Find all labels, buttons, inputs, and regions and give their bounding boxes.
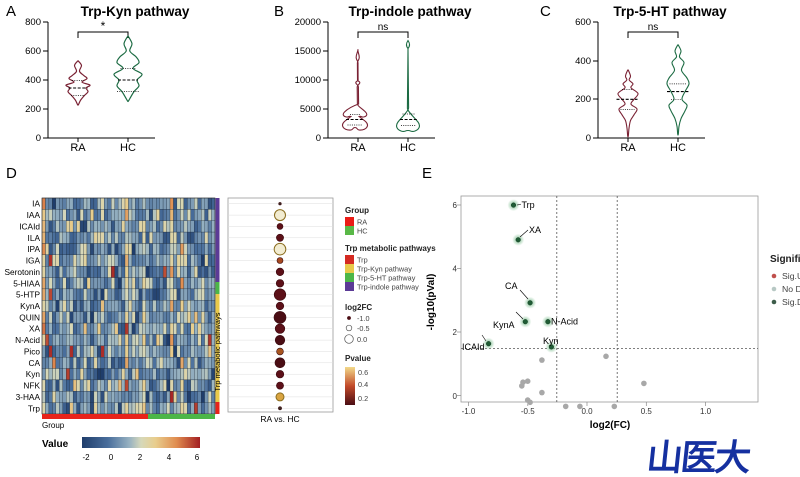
svg-text:-log10(pVal): -log10(pVal) — [426, 274, 437, 331]
svg-text:HC: HC — [670, 142, 686, 154]
svg-text:Trp-5-HT pathway: Trp-5-HT pathway — [613, 4, 727, 19]
svg-text:Pico: Pico — [24, 347, 41, 357]
svg-text:0.6: 0.6 — [358, 368, 368, 377]
svg-text:6: 6 — [453, 201, 458, 210]
svg-text:Significant: Significant — [770, 254, 800, 265]
svg-text:3-HAA: 3-HAA — [16, 392, 41, 402]
svg-text:0.4: 0.4 — [358, 380, 368, 389]
svg-text:-0.5: -0.5 — [521, 407, 535, 416]
svg-text:4: 4 — [167, 453, 172, 462]
svg-text:ICAId: ICAId — [462, 342, 485, 352]
svg-text:Trp-Kyn pathway: Trp-Kyn pathway — [357, 265, 412, 274]
svg-text:0: 0 — [453, 392, 458, 401]
svg-text:QUIN: QUIN — [19, 312, 40, 322]
svg-text:1.0: 1.0 — [700, 407, 712, 416]
svg-text:-0.5: -0.5 — [357, 324, 370, 333]
svg-text:5-HIAA: 5-HIAA — [13, 278, 40, 288]
svg-text:ns: ns — [378, 22, 389, 33]
svg-text:Serotonin: Serotonin — [4, 267, 40, 277]
svg-text:IAA: IAA — [27, 210, 41, 220]
svg-text:XA: XA — [29, 324, 41, 334]
svg-text:RA: RA — [70, 142, 86, 154]
svg-text:ICAId: ICAId — [19, 221, 40, 231]
svg-text:-2: -2 — [82, 453, 90, 462]
svg-text:0.2: 0.2 — [358, 394, 368, 403]
svg-text:400: 400 — [25, 75, 41, 86]
svg-text:0.0: 0.0 — [357, 335, 367, 344]
svg-text:2: 2 — [138, 453, 143, 462]
svg-text:Kyn: Kyn — [543, 336, 559, 346]
svg-text:E: E — [422, 165, 432, 182]
svg-text:-1.0: -1.0 — [357, 314, 370, 323]
svg-text:log2(FC): log2(FC) — [590, 420, 631, 431]
svg-text:HC: HC — [400, 142, 416, 154]
svg-text:IPA: IPA — [27, 244, 40, 254]
svg-text:Sig.Up (0): Sig.Up (0) — [782, 271, 800, 281]
svg-text:A: A — [6, 3, 16, 20]
svg-text:XA: XA — [529, 225, 541, 235]
svg-text:NFK: NFK — [23, 381, 40, 391]
svg-text:5-HTP: 5-HTP — [16, 290, 40, 300]
svg-text:D: D — [6, 165, 17, 182]
svg-text:20000: 20000 — [295, 17, 321, 28]
svg-text:6: 6 — [195, 453, 200, 462]
svg-text:*: * — [101, 19, 106, 33]
svg-text:KynA: KynA — [493, 320, 515, 330]
svg-text:0.0: 0.0 — [581, 407, 593, 416]
svg-text:RA: RA — [620, 142, 636, 154]
svg-text:15000: 15000 — [295, 46, 321, 57]
svg-text:CA: CA — [28, 358, 40, 368]
svg-text:N-Acid: N-Acid — [551, 317, 578, 327]
svg-text:0: 0 — [109, 453, 114, 462]
svg-text:ns: ns — [648, 22, 659, 33]
svg-text:Trp: Trp — [28, 403, 41, 413]
svg-text:0: 0 — [36, 133, 41, 144]
svg-text:600: 600 — [25, 46, 41, 57]
svg-text:KynA: KynA — [20, 301, 40, 311]
svg-text:HC: HC — [357, 227, 368, 236]
svg-text:200: 200 — [575, 94, 591, 105]
svg-text:IA: IA — [32, 199, 40, 209]
svg-text:Trp: Trp — [522, 200, 535, 210]
svg-text:4: 4 — [453, 265, 458, 274]
svg-text:Group: Group — [345, 206, 369, 215]
svg-text:Kyn: Kyn — [26, 369, 41, 379]
svg-text:Trp-5-HT pathway: Trp-5-HT pathway — [357, 274, 416, 283]
svg-text:N-Acid: N-Acid — [15, 335, 40, 345]
svg-text:Trp: Trp — [357, 256, 368, 265]
svg-text:Trp-indole pathway: Trp-indole pathway — [357, 283, 419, 292]
svg-text:ILA: ILA — [28, 233, 41, 243]
svg-text:0: 0 — [316, 133, 321, 144]
svg-text:RA: RA — [357, 218, 367, 227]
svg-text:No Diff (12): No Diff (12) — [782, 284, 800, 294]
svg-text:Trp metabolic pathways: Trp metabolic pathways — [213, 312, 222, 391]
svg-text:B: B — [274, 3, 284, 20]
svg-text:400: 400 — [575, 56, 591, 67]
svg-text:600: 600 — [575, 17, 591, 28]
svg-text:RA vs. HC: RA vs. HC — [260, 414, 299, 424]
svg-text:山医大: 山医大 — [645, 437, 753, 477]
svg-text:CA: CA — [505, 281, 518, 291]
svg-text:Value: Value — [42, 439, 69, 450]
svg-text:HC: HC — [120, 142, 136, 154]
svg-text:-1.0: -1.0 — [462, 407, 476, 416]
svg-text:RA: RA — [350, 142, 366, 154]
svg-text:5000: 5000 — [300, 104, 321, 115]
svg-text:Pvalue: Pvalue — [345, 354, 371, 363]
svg-text:IGA: IGA — [26, 256, 41, 266]
svg-text:Group: Group — [42, 421, 65, 430]
svg-text:C: C — [540, 3, 551, 20]
svg-text:0: 0 — [586, 133, 591, 144]
svg-text:0.5: 0.5 — [641, 407, 653, 416]
svg-text:2: 2 — [453, 328, 458, 337]
svg-text:800: 800 — [25, 17, 41, 28]
svg-text:10000: 10000 — [295, 75, 321, 86]
svg-text:200: 200 — [25, 104, 41, 115]
svg-text:Trp-indole pathway: Trp-indole pathway — [348, 4, 472, 19]
svg-text:log2FC: log2FC — [345, 303, 372, 312]
svg-text:Trp-Kyn pathway: Trp-Kyn pathway — [81, 4, 190, 19]
svg-text:Sig.Down (7): Sig.Down (7) — [782, 297, 800, 307]
